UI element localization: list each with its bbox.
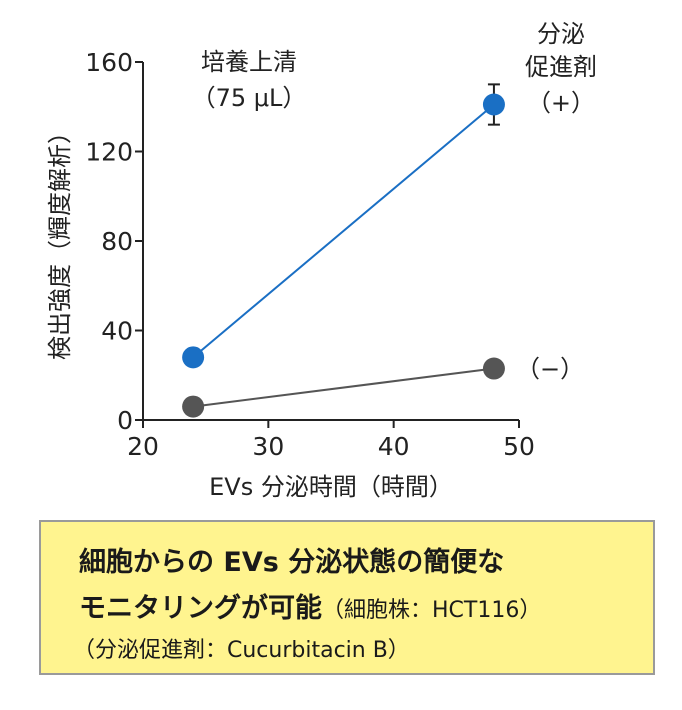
promoter-label-line2: 促進剤 <box>525 53 597 81</box>
y-tick-label: 40 <box>101 317 133 346</box>
series-markers <box>182 83 505 418</box>
data-point-s0-p1 <box>482 93 505 116</box>
promoter-label-line1: 分泌 <box>537 20 585 48</box>
data-point-s1-p1 <box>482 357 505 380</box>
chart: 0 40 80 120 160 20 30 40 50 検出強度（輝度解析） EVs 分泌時間（… <box>46 20 597 501</box>
data-point-s0-p0 <box>182 346 205 369</box>
note-line-1: 細胞からの EVs 分泌状態の簡便な <box>79 547 505 578</box>
x-tick-label: 40 <box>378 432 410 461</box>
series-label-plus: （+） <box>527 89 595 117</box>
y-tick-label: 120 <box>85 138 133 167</box>
x-tick-label: 50 <box>503 432 535 461</box>
series-line-0 <box>192 103 495 359</box>
note-line-2-main: モニタリングが可能 <box>79 593 322 624</box>
series-label-minus: （−） <box>516 355 584 383</box>
note-line-3: （分泌促進剤：Cucurbitacin B） <box>73 638 410 663</box>
y-tick-label: 160 <box>85 48 133 77</box>
culture-volume: （75 μL） <box>192 84 307 112</box>
x-tick-label: 20 <box>127 432 159 461</box>
series-line-1 <box>193 367 495 408</box>
x-axis-label: EVs 分泌時間（時間） <box>209 473 453 501</box>
note-line-2-sub: （細胞株：HCT116） <box>322 598 542 623</box>
y-tick-label: 0 <box>117 406 133 435</box>
y-axis-label: 検出強度（輝度解析） <box>46 120 74 360</box>
note-line-2: モニタリングが可能（細胞株：HCT116） <box>79 586 541 625</box>
summary-note: 細胞からの EVs 分泌状態の簡便な モニタリングが可能（細胞株：HCT116）… <box>39 520 655 675</box>
x-tick-label: 30 <box>252 432 284 461</box>
data-point-s1-p0 <box>182 395 205 418</box>
series-lines <box>192 103 495 408</box>
culture-title: 培養上清 <box>201 48 297 76</box>
ticks: 0 40 80 120 160 20 30 40 50 <box>85 48 535 461</box>
y-tick-label: 80 <box>101 227 133 256</box>
